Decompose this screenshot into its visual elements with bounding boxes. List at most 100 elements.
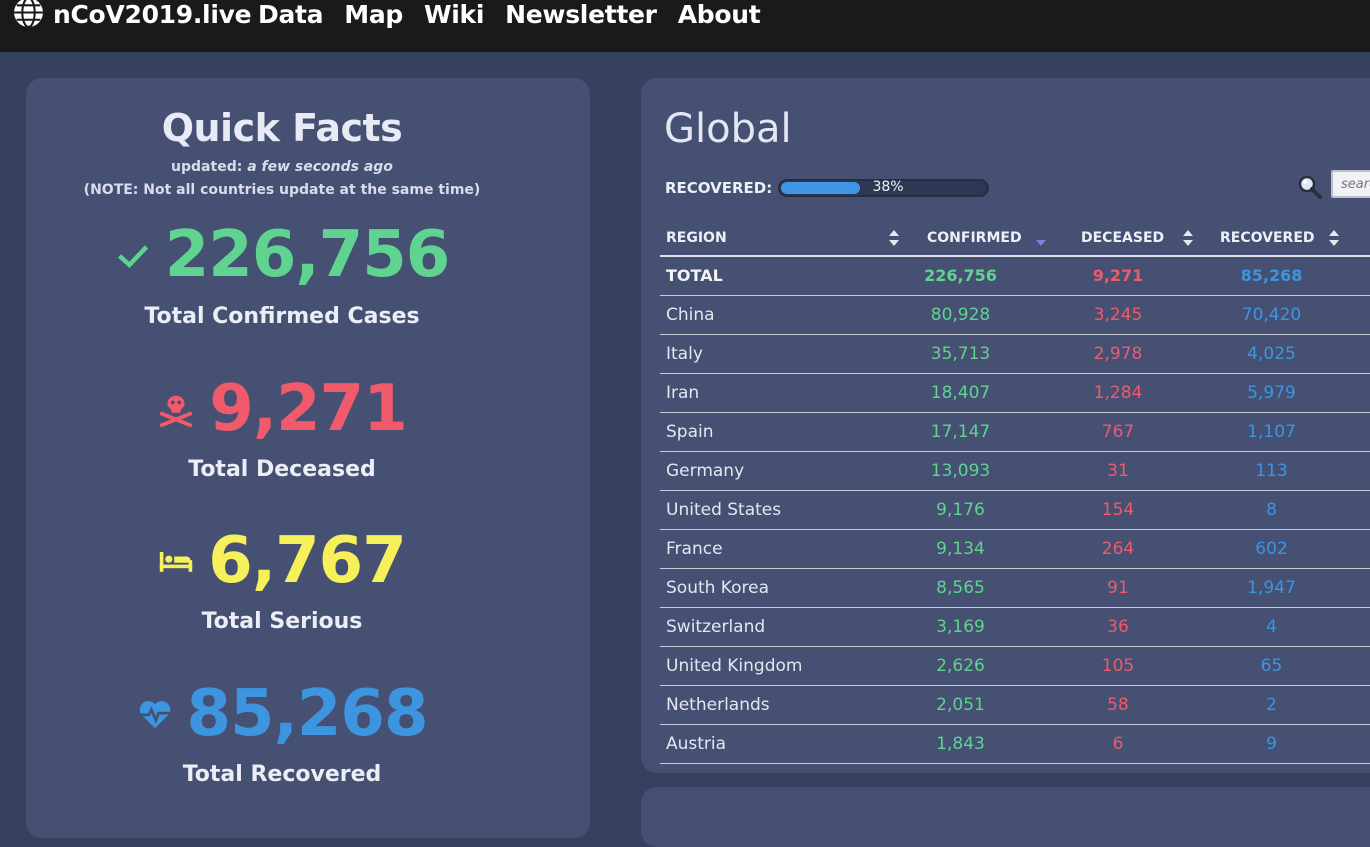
cell-confirmed: 35,713 (908, 334, 1063, 374)
cell-confirmed: 3,169 (908, 607, 1063, 647)
table-row[interactable]: Spain 17,147 767 1,107 (660, 412, 1370, 452)
column-header-deceased[interactable]: DECEASED (1063, 220, 1203, 257)
table-row[interactable]: United Kingdom 2,626 105 65 (660, 646, 1370, 686)
cell-region: South Korea (660, 568, 908, 608)
cell-recovered: 113 (1203, 451, 1370, 491)
cell-recovered: 2 (1203, 685, 1370, 725)
cell-recovered: 8 (1203, 490, 1370, 530)
nav-link-wiki[interactable]: Wiki (424, 0, 485, 29)
nav-link-data[interactable]: Data (258, 0, 324, 29)
cell-confirmed: 80,928 (908, 295, 1063, 335)
table-row[interactable]: South Korea 8,565 91 1,947 (660, 568, 1370, 608)
total-region: TOTAL (660, 256, 908, 296)
heartbeat-icon (137, 698, 173, 730)
cell-recovered: 5,979 (1203, 373, 1370, 413)
deceased-header-label: DECEASED (1081, 229, 1165, 246)
table-row[interactable]: China 80,928 3,245 70,420 (660, 295, 1370, 335)
nav-link-newsletter[interactable]: Newsletter (505, 0, 657, 29)
serious-count: 6,767 (208, 524, 406, 598)
deceased-count: 9,271 (209, 372, 407, 446)
confirmed-header-label: CONFIRMED (927, 229, 1022, 246)
cell-recovered: 4 (1203, 607, 1370, 647)
cell-confirmed: 18,407 (908, 373, 1063, 413)
sort-descending-icon[interactable] (1035, 229, 1047, 247)
global-table: REGION CONFIRMED DECEASED RECOVERED (660, 220, 1370, 764)
cell-region: Germany (660, 451, 908, 491)
recovered-progress-text: 38% (872, 179, 904, 195)
cell-deceased: 264 (1063, 529, 1203, 569)
cell-deceased: 154 (1063, 490, 1203, 530)
sort-both-icon[interactable] (888, 229, 900, 247)
cell-deceased: 91 (1063, 568, 1203, 608)
nav-link-map[interactable]: Map (344, 0, 403, 29)
cell-confirmed: 9,134 (908, 529, 1063, 569)
check-icon (115, 237, 151, 273)
table-row[interactable]: Italy 35,713 2,978 4,025 (660, 334, 1370, 374)
table-row[interactable]: United States 9,176 154 8 (660, 490, 1370, 530)
serious-label: Total Serious (201, 609, 363, 634)
cell-confirmed: 2,051 (908, 685, 1063, 725)
cell-region: Spain (660, 412, 908, 452)
sort-both-icon[interactable] (1182, 229, 1194, 247)
cell-region: France (660, 529, 908, 569)
table-row[interactable]: Austria 1,843 6 9 (660, 724, 1370, 764)
column-header-region[interactable]: REGION (660, 220, 908, 257)
table-total-row: TOTAL 226,756 9,271 85,268 (660, 256, 1370, 296)
cell-recovered: 1,107 (1203, 412, 1370, 452)
updated-prefix: updated: (171, 159, 248, 175)
cell-deceased: 105 (1063, 646, 1203, 686)
table-row[interactable]: France 9,134 264 602 (660, 529, 1370, 569)
cell-region: United States (660, 490, 908, 530)
cell-recovered: 602 (1203, 529, 1370, 569)
cell-confirmed: 9,176 (908, 490, 1063, 530)
cell-deceased: 36 (1063, 607, 1203, 647)
table-row[interactable]: Switzerland 3,169 36 4 (660, 607, 1370, 647)
stat-deceased: 9,271 (0, 372, 564, 446)
cell-deceased: 767 (1063, 412, 1203, 452)
cell-confirmed: 2,626 (908, 646, 1063, 686)
recovered-header-label: RECOVERED (1220, 229, 1315, 246)
hospital-bed-icon (158, 547, 194, 575)
recovered-progress-fill (781, 182, 860, 194)
table-row[interactable]: Iran 18,407 1,284 5,979 (660, 373, 1370, 413)
brand-name: nCoV2019.live (53, 0, 252, 29)
total-recovered: 85,268 (1203, 256, 1370, 296)
table-row[interactable]: Netherlands 2,051 58 2 (660, 685, 1370, 725)
globe-icon (12, 0, 45, 33)
cell-recovered: 1,947 (1203, 568, 1370, 608)
table-row[interactable]: Germany 13,093 31 113 (660, 451, 1370, 491)
total-deceased: 9,271 (1063, 256, 1203, 296)
confirmed-count: 226,756 (164, 218, 450, 292)
recovered-count: 85,268 (186, 677, 429, 751)
cell-deceased: 6 (1063, 724, 1203, 764)
brand-link[interactable]: nCoV2019.live (12, 0, 252, 29)
sort-both-icon[interactable] (1328, 229, 1340, 247)
search-icon[interactable] (1297, 174, 1323, 200)
deceased-label: Total Deceased (188, 457, 376, 482)
quick-facts-title: Quick Facts (161, 106, 403, 150)
skull-crossbones-icon (157, 390, 195, 428)
column-header-confirmed[interactable]: CONFIRMED (908, 220, 1063, 257)
cell-confirmed: 17,147 (908, 412, 1063, 452)
cell-deceased: 2,978 (1063, 334, 1203, 374)
recovered-progress-label: RECOVERED: (665, 179, 773, 197)
total-confirmed: 226,756 (908, 256, 1063, 296)
cell-region: Iran (660, 373, 908, 413)
cell-region: Switzerland (660, 607, 908, 647)
cell-deceased: 3,245 (1063, 295, 1203, 335)
region-header-label: REGION (666, 229, 727, 246)
quick-facts-card (26, 78, 590, 838)
cell-recovered: 4,025 (1203, 334, 1370, 374)
top-navbar: nCoV2019.live Data Map Wiki Newsletter A… (0, 0, 1370, 52)
stat-recovered: 85,268 (0, 677, 564, 751)
cell-recovered: 65 (1203, 646, 1370, 686)
cell-region: United Kingdom (660, 646, 908, 686)
cell-recovered: 70,420 (1203, 295, 1370, 335)
cell-confirmed: 1,843 (908, 724, 1063, 764)
cell-confirmed: 13,093 (908, 451, 1063, 491)
column-header-recovered[interactable]: RECOVERED (1203, 220, 1370, 257)
cell-confirmed: 8,565 (908, 568, 1063, 608)
cell-region: Italy (660, 334, 908, 374)
search-input[interactable] (1331, 170, 1370, 198)
nav-link-about[interactable]: About (677, 0, 761, 29)
